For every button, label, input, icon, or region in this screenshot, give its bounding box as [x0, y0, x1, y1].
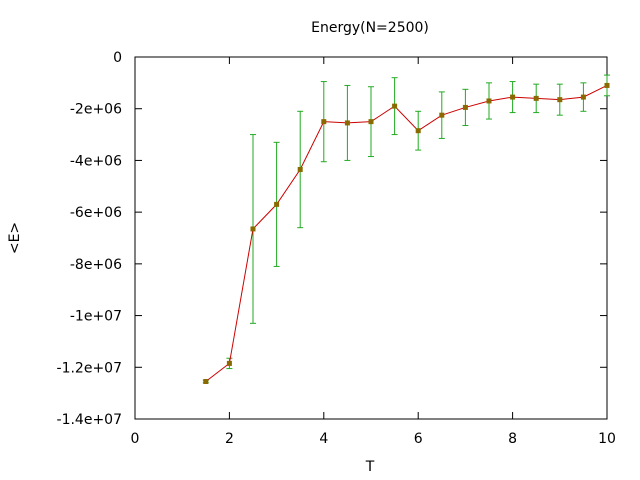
data-point [510, 94, 516, 100]
data-point [557, 97, 563, 103]
x-tick-label: 2 [225, 431, 234, 447]
y-tick-label: -1e+07 [70, 309, 122, 325]
x-tick-label: 8 [508, 431, 517, 447]
y-tick-label: -1.2e+07 [57, 360, 122, 376]
data-point [274, 201, 280, 207]
data-point [321, 119, 327, 125]
data-point [415, 128, 421, 134]
data-point [226, 360, 232, 366]
y-tick-label: -8e+06 [70, 257, 122, 273]
data-point [439, 112, 445, 118]
y-axis: 0 -2e+06 -4e+06 -6e+06 -8e+06 -1e+07 -1.2e+07 -… [57, 50, 607, 428]
y-tick-label: 0 [113, 50, 122, 66]
data-point [533, 95, 539, 101]
error-bars [202, 74, 610, 384]
data-point [344, 120, 350, 126]
y-axis-label: <E> [7, 222, 23, 254]
plot-frame [134, 56, 608, 420]
data-point [368, 119, 374, 125]
x-tick-label: 6 [414, 431, 423, 447]
chart-title: Energy(N=2500) [311, 20, 429, 36]
x-tick-label: 10 [598, 431, 616, 447]
data-point [203, 379, 209, 385]
y-tick-label: -6e+06 [70, 205, 122, 221]
x-axis-label: T [365, 459, 375, 475]
data-markers [203, 82, 610, 385]
data-point [297, 166, 303, 172]
x-axis: 0 2 4 6 8 10 [131, 57, 616, 447]
y-tick-label: -1.4e+07 [57, 412, 122, 428]
data-point [486, 98, 492, 104]
x-tick-label: 0 [131, 431, 140, 447]
data-point [392, 103, 398, 109]
data-point [462, 104, 468, 110]
y-tick-label: -4e+06 [70, 153, 122, 169]
data-point [250, 226, 256, 232]
y-tick-label: -2e+06 [70, 102, 122, 118]
energy-series-line [205, 84, 608, 382]
x-tick-label: 4 [319, 431, 328, 447]
data-point [580, 94, 586, 100]
data-point [604, 82, 610, 88]
